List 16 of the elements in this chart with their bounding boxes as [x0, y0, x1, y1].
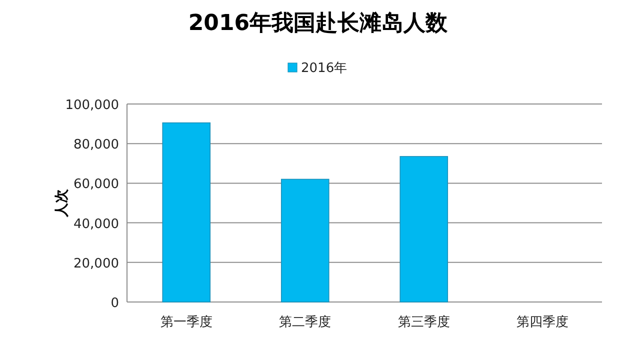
- y-tick-label: 60,000: [74, 177, 119, 192]
- legend-label: 2016年: [301, 61, 348, 76]
- x-tick-label: 第三季度: [398, 314, 450, 330]
- x-tick-label: 第一季度: [160, 314, 212, 330]
- bar: [280, 178, 330, 302]
- bar: [400, 156, 448, 302]
- y-axis-title: 人次: [54, 188, 70, 218]
- y-tick-label: 80,000: [74, 138, 119, 153]
- x-tick-label: 第二季度: [279, 314, 332, 330]
- bar: [162, 122, 211, 302]
- y-tick-label: 20,000: [74, 256, 119, 272]
- y-tick-label: 0: [110, 296, 119, 311]
- y-tick-label: 40,000: [74, 216, 119, 232]
- chart-title: 2016年我国赴长滩岛人数: [188, 11, 449, 36]
- y-tick-label: 100,000: [65, 98, 119, 113]
- x-tick-label: 第四季度: [516, 314, 569, 330]
